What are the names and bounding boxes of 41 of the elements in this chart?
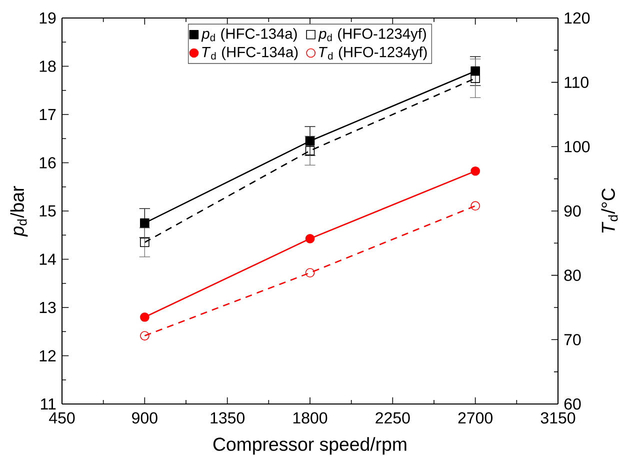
y2-tick-label: 110 — [564, 76, 588, 88]
x-tick-label: 1350 — [210, 412, 245, 424]
y2-tick-label: 60 — [564, 398, 581, 410]
x-tick-label: 2700 — [458, 412, 492, 424]
point — [140, 312, 150, 322]
y-tick-label: 12 — [40, 350, 56, 362]
y2-tick-label: 100 — [564, 141, 590, 152]
x-axis-title: Compressor speed/rpm — [213, 437, 406, 455]
y-axis-title: p$_{d}$/bar — [10, 186, 28, 237]
y-tick-label: 14 — [40, 254, 56, 265]
y-tick-label: 13 — [40, 302, 56, 314]
y-tick-label: 16 — [40, 157, 56, 168]
y-tick-label: 15 — [40, 205, 56, 217]
y2-tick-label: 120 — [564, 12, 590, 24]
point — [140, 218, 150, 228]
point — [305, 136, 315, 146]
legend-label: p$_{d}$ (HFO-1234yf) — [318, 28, 426, 42]
y-tick-label: 19 — [40, 12, 56, 24]
y2-tick-label: 90 — [564, 205, 581, 217]
point — [140, 331, 150, 340]
y2-tick-label: 80 — [564, 270, 581, 281]
x-tick-label: 2250 — [376, 412, 410, 424]
point — [305, 234, 315, 244]
y-tick-label: 17 — [40, 109, 56, 120]
point — [470, 166, 480, 176]
y2-axis-title: T$_{d}$/°C — [601, 188, 618, 233]
point — [305, 268, 315, 278]
x-tick-label: 3150 — [540, 412, 576, 424]
legend-label: p$_{d}$ (HFC-134a) — [201, 28, 297, 42]
point — [305, 146, 315, 156]
y-tick-label: 11 — [41, 398, 56, 410]
legend-label: T$_{d}$ (HFO-1234yf) — [319, 46, 427, 60]
y2-tick-label: 70 — [564, 334, 581, 346]
legend-label: T$_{d}$ (HFC-134a) — [202, 46, 298, 60]
point — [470, 201, 480, 211]
point — [140, 238, 150, 248]
y-tick-label: 18 — [40, 60, 56, 72]
x-tick-label: 450 — [49, 412, 75, 424]
point — [470, 74, 480, 83]
x-tick-label: 1800 — [293, 412, 328, 424]
x-tick-label: 900 — [132, 412, 158, 424]
